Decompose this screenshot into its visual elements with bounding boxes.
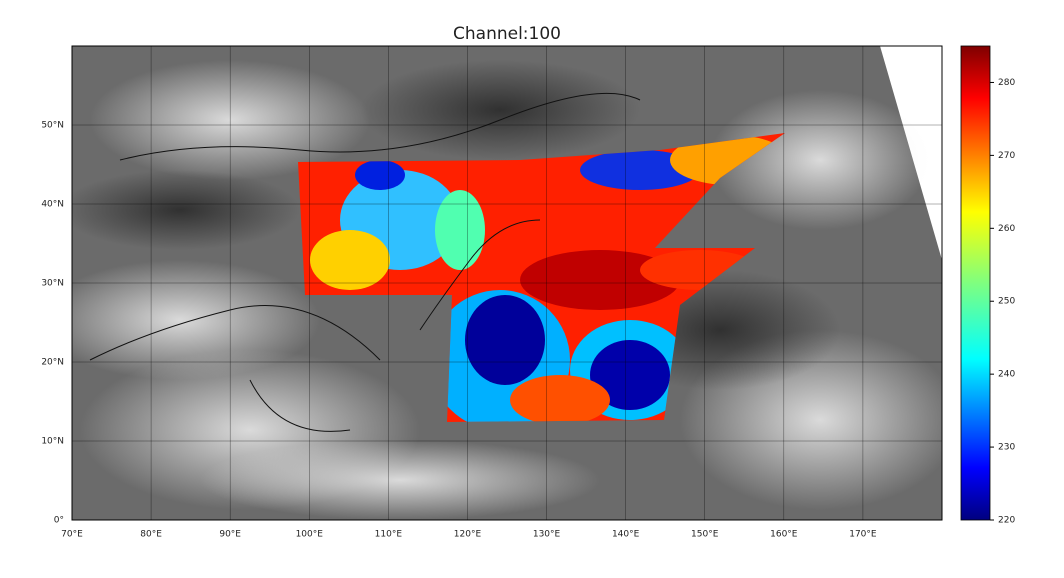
lat-tick-label: 30°N <box>41 279 64 289</box>
lon-tick-label: 100°E <box>296 530 324 540</box>
colorbar-tick-label: 220 <box>998 516 1015 526</box>
colorbar-tick-label: 230 <box>998 443 1015 453</box>
colorbar <box>960 45 991 521</box>
lat-tick-label: 10°N <box>41 437 64 447</box>
colorbar-tick-label: 250 <box>998 297 1015 307</box>
lat-tick-label: 0° <box>54 516 64 526</box>
lon-tick-label: 150°E <box>691 530 719 540</box>
lon-tick-label: 120°E <box>454 530 482 540</box>
lon-tick-label: 140°E <box>612 530 640 540</box>
colorbar-tick-label: 260 <box>998 224 1015 234</box>
map-title: Channel:100 <box>453 24 561 44</box>
colorbar-tick-label: 280 <box>998 78 1015 88</box>
colorbar-tick-label: 270 <box>998 151 1015 161</box>
lon-tick-label: 90°E <box>219 530 241 540</box>
lon-tick-label: 160°E <box>770 530 798 540</box>
colorbar-tick-label: 240 <box>998 370 1015 380</box>
lon-tick-label: 80°E <box>140 530 162 540</box>
lat-tick-label: 40°N <box>41 200 64 210</box>
lat-tick-label: 20°N <box>41 358 64 368</box>
lon-tick-label: 130°E <box>533 530 561 540</box>
lon-tick-label: 70°E <box>61 530 83 540</box>
lat-tick-label: 50°N <box>41 121 64 131</box>
lon-tick-label: 110°E <box>375 530 403 540</box>
lon-tick-label: 170°E <box>849 530 877 540</box>
